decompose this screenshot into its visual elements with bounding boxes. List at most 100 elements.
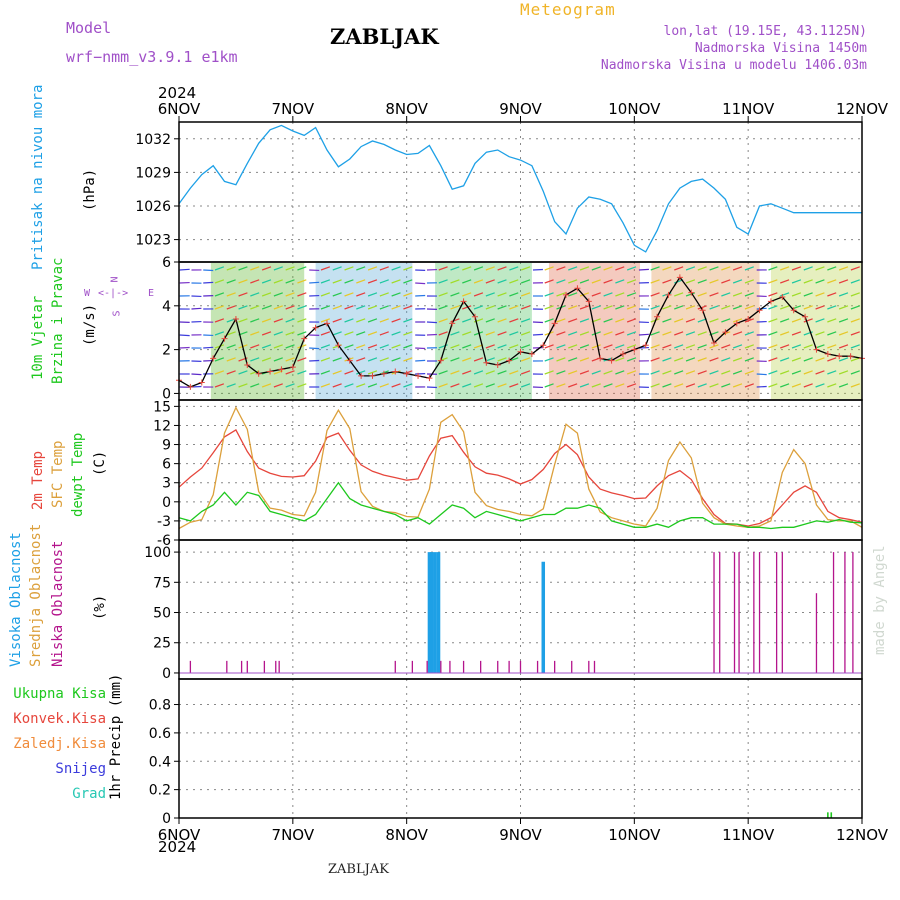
wind-arrow (497, 383, 507, 388)
wind-arrow (309, 281, 320, 284)
wind-arrow (827, 292, 837, 297)
precip-legend-rain: Ukupna Kisa (13, 686, 106, 702)
wind-arrow (332, 318, 342, 323)
wind-arrow (297, 292, 307, 297)
wind-arrow (709, 318, 719, 323)
wind-arrow (332, 331, 342, 336)
wind-gust-marker (802, 313, 809, 320)
wind-arrow (532, 321, 543, 324)
wind-arrow (697, 383, 707, 388)
wind-arrow (379, 383, 389, 388)
wind-arrow (579, 383, 590, 388)
wind-arrow (815, 383, 825, 388)
wind-arrow (850, 279, 860, 284)
wind-arrow (544, 318, 554, 323)
wind-arrow (579, 305, 590, 310)
wind-arrow (697, 292, 707, 297)
wind-gust-marker (722, 329, 729, 336)
wind-arrow (450, 266, 460, 271)
wind-arrow (850, 305, 860, 310)
wind-arrow (685, 279, 696, 284)
wind-arrow (685, 305, 696, 310)
x-tick-label-bottom: 7NOV (272, 826, 315, 844)
wind-arrow (732, 292, 743, 297)
wind-gust-marker (767, 298, 774, 305)
y-tick-label: 0.6 (149, 726, 171, 742)
y-tick-label: 0 (162, 666, 171, 682)
model-label: Model (66, 19, 112, 37)
y-tick-label: 2 (162, 343, 171, 359)
wind-arrow (344, 292, 354, 297)
wind-arrow (579, 331, 590, 336)
wind-arrow (768, 383, 778, 388)
year-top: 2024 (158, 84, 197, 102)
y-tick-label: 100 (144, 545, 171, 561)
wind-gust-marker (756, 307, 763, 314)
wind-arrow (485, 266, 495, 271)
wind-arrow (568, 383, 578, 388)
wind-arrow (650, 370, 660, 375)
wind-arrow (626, 266, 637, 271)
wind-arrow (273, 292, 283, 297)
wind-arrow (603, 266, 613, 271)
wind-arrow (709, 292, 719, 297)
wind-gust-marker (369, 372, 376, 379)
wind-arrow (556, 292, 566, 297)
wind-arrow (485, 331, 495, 336)
wind-arrow (579, 266, 590, 271)
wind-arrow (226, 292, 236, 297)
wind-arrow (462, 331, 472, 336)
wind-arrow (497, 305, 507, 310)
wind-arrow (273, 305, 283, 310)
wind-arrow (732, 305, 743, 310)
x-tick-label-bottom: 9NOV (499, 826, 542, 844)
wind-arrow (261, 279, 272, 284)
wind-arrow (591, 344, 601, 349)
wind-arrow (344, 318, 354, 323)
wind-arrow (674, 266, 684, 271)
wind-gust-marker (597, 355, 604, 362)
wind-gust-marker (711, 340, 718, 347)
wind-arrow (685, 266, 696, 271)
wind-arrow (485, 383, 495, 388)
wind-gust-marker (346, 357, 353, 364)
wind-gust-marker (278, 366, 285, 373)
wind-arrow (732, 331, 743, 336)
wind-gust-marker (631, 346, 638, 353)
wind-arrow (615, 266, 625, 271)
wind-gust-marker (824, 351, 831, 357)
wind-gust-marker (392, 368, 399, 375)
wind-arrow (732, 370, 743, 375)
wind-arrow (203, 346, 214, 349)
wind-gust-marker (221, 335, 228, 342)
altitude-label: Nadmorska Visina 1450m (694, 41, 867, 56)
wind-arrow (450, 331, 460, 336)
wind-arrow (850, 266, 860, 271)
wind-arrow (238, 266, 248, 271)
wind-arrow (815, 305, 825, 310)
wind-arrow (791, 331, 802, 336)
wind-arrow (356, 266, 366, 271)
wind-arrow (297, 266, 307, 271)
wind-arrow (626, 292, 637, 297)
wind-arrow (250, 383, 260, 388)
wind-arrow (615, 357, 625, 362)
wind-arrow (674, 370, 684, 375)
wind-arrow (438, 266, 448, 271)
wind-arrow (780, 383, 790, 388)
wind-arrow (367, 292, 378, 297)
wind-arrow (791, 344, 802, 349)
wind-arrow (509, 318, 519, 323)
wind-arrow (367, 318, 378, 323)
wind-arrow (344, 383, 354, 388)
wind-arrow (591, 292, 601, 297)
wind-arrow (497, 331, 507, 336)
wind-arrow (603, 370, 613, 375)
wind-arrow (509, 266, 519, 271)
wind-arrow (650, 344, 660, 349)
wind-arrow (791, 383, 802, 388)
wind-arrow (803, 383, 813, 388)
wind-arrow (297, 383, 307, 388)
wind-gust-marker (449, 320, 456, 327)
x-tick-label-top: 9NOV (499, 100, 542, 118)
